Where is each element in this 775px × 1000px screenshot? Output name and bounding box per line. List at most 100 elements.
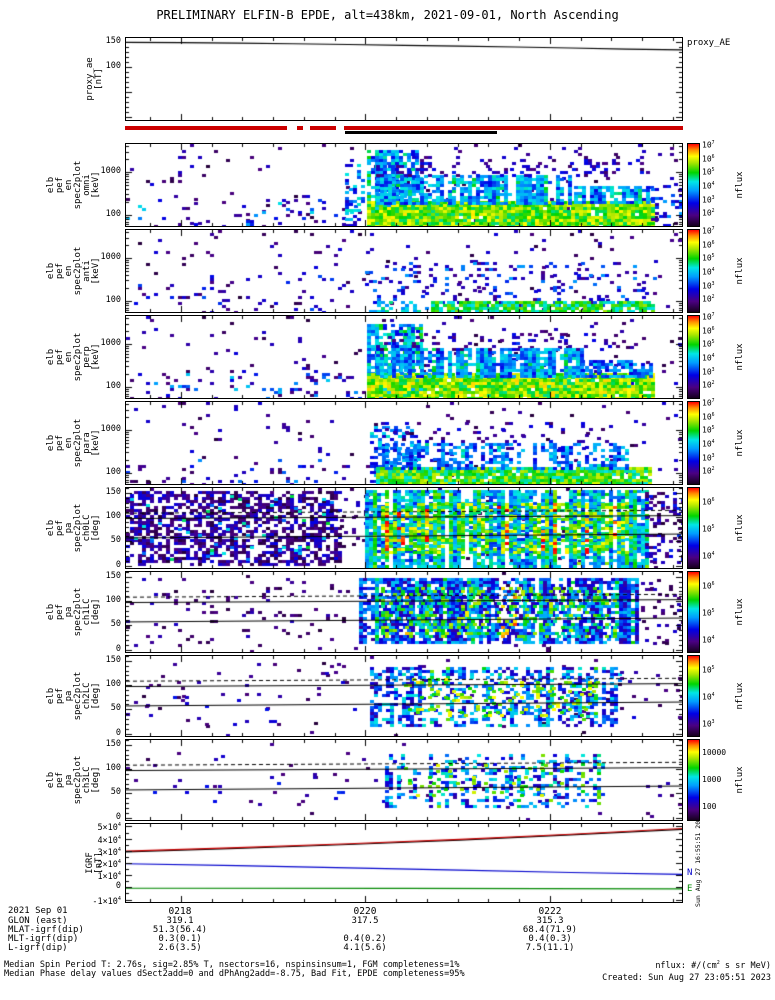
quality-bar-segment bbox=[296, 126, 303, 130]
y-axis-label-perp: elb pef en spec2plot perp [keV] bbox=[46, 332, 101, 382]
spectrogram-canvas-ch1LC bbox=[126, 572, 682, 652]
line-canvas-igrf bbox=[126, 824, 682, 902]
panel-ch3LC bbox=[125, 739, 683, 821]
y-tick-label: 100 bbox=[105, 511, 121, 522]
colorbar-tick-label: 102 bbox=[702, 380, 715, 390]
y-tick-label: 100 bbox=[105, 208, 121, 219]
y-axis-label-ch1LC: elb pef pa spec2plot ch1LC [deg] bbox=[46, 587, 101, 637]
colorbar-tick-label: 105 bbox=[702, 339, 715, 349]
y-tick-label: 1000 bbox=[100, 166, 121, 176]
y-tick-label: 50 bbox=[110, 703, 121, 714]
spectrogram-canvas-para bbox=[126, 402, 682, 484]
colorbar-title: nflux bbox=[735, 514, 745, 542]
y-axis-label-ch2LC: elb pef pa spec2plot ch2LC [deg] bbox=[46, 671, 101, 721]
row-label-mlt: MLT-igrf(dip) bbox=[8, 934, 79, 944]
y-tick-label: 100 bbox=[105, 294, 121, 305]
y-tick-label: 0 bbox=[115, 643, 121, 654]
y-tick-label: 150 bbox=[105, 654, 121, 665]
y-tick-label: 50 bbox=[110, 535, 121, 546]
colorbar-omni bbox=[687, 143, 700, 227]
y-tick-label: 150 bbox=[105, 738, 121, 749]
y-axis-label-ch0LC: elb pef pa spec2plot ch0LC [deg] bbox=[46, 503, 101, 553]
colorbar-tick-label: 104 bbox=[702, 353, 715, 363]
y-axis-label-ch3LC: elb pef pa spec2plot ch3LC [deg] bbox=[46, 755, 101, 805]
colorbar-tick-label: 106 bbox=[702, 497, 715, 507]
colorbar-tick-label: 102 bbox=[702, 294, 715, 304]
y-tick-label: 0 bbox=[115, 559, 121, 570]
colorbar-title: nflux bbox=[735, 598, 745, 626]
footer-line-2: Median Phase delay values dSect2add=0 an… bbox=[4, 969, 465, 979]
spectrogram-canvas-ch0LC bbox=[126, 488, 682, 568]
y-tick-label: 150 bbox=[105, 486, 121, 497]
y-tick-label: 100 bbox=[105, 60, 121, 71]
panel-ch1LC bbox=[125, 571, 683, 653]
colorbar-tick-label: 104 bbox=[702, 267, 715, 277]
colorbar-title: nflux bbox=[735, 343, 745, 371]
colorbar-tick-label: 104 bbox=[702, 635, 715, 645]
y-tick-label: 1×104 bbox=[97, 871, 121, 883]
colorbar-tick-label: 107 bbox=[702, 140, 715, 150]
line-canvas-proxy bbox=[126, 38, 682, 120]
colorbar-tick-label: 104 bbox=[702, 439, 715, 449]
series-label-N: N bbox=[687, 867, 693, 878]
colorbar-title: nflux bbox=[735, 171, 745, 199]
y-axis-label-proxy: proxy_ae [nT] bbox=[85, 57, 104, 101]
time-tick-label: 0222 bbox=[538, 906, 562, 917]
row-value: 319.1 bbox=[166, 916, 194, 926]
spectrogram-canvas-anti bbox=[126, 230, 682, 312]
row-value: 0.3(0.1) bbox=[158, 934, 202, 944]
colorbar-tick-label: 103 bbox=[702, 195, 715, 205]
colorbar-tick-label: 1000 bbox=[702, 775, 722, 784]
row-value: 2.6(3.5) bbox=[158, 943, 202, 953]
colorbar-tick-label: 106 bbox=[702, 154, 715, 164]
y-tick-label: 0 bbox=[115, 727, 121, 738]
colorbar-title: nflux bbox=[735, 257, 745, 285]
colorbar-tick-label: 106 bbox=[702, 326, 715, 336]
quality-bar-segment-dark bbox=[344, 131, 498, 134]
colorbar-tick-label: 103 bbox=[702, 719, 715, 729]
spectrogram-canvas-perp bbox=[126, 316, 682, 398]
colorbar-tick-label: 100 bbox=[702, 801, 717, 811]
y-axis-label-igrf: IGRF [nT] bbox=[85, 852, 104, 874]
colorbar-tick-label: 105 bbox=[702, 608, 715, 618]
panel-anti bbox=[125, 229, 683, 313]
time-tick-label: 0220 bbox=[353, 906, 377, 917]
colorbar-title: nflux bbox=[735, 682, 745, 710]
series-label-E: E bbox=[687, 884, 693, 895]
created-timestamp: Created: Sun Aug 27 23:05:51 2023 bbox=[602, 973, 771, 983]
colorbar-ch0LC bbox=[687, 487, 700, 569]
row-value: 315.3 bbox=[536, 916, 564, 926]
colorbar-tick-label: 102 bbox=[702, 208, 715, 218]
y-tick-label: 50 bbox=[110, 787, 121, 798]
spectrogram-canvas-omni bbox=[126, 144, 682, 226]
colorbar-ch2LC bbox=[687, 655, 700, 737]
colorbar-tick-label: 105 bbox=[702, 253, 715, 263]
colorbar-tick-label: 105 bbox=[702, 167, 715, 177]
series-label-proxy_AE: proxy_AE bbox=[687, 37, 731, 48]
panel-para bbox=[125, 401, 683, 485]
y-tick-label: 50 bbox=[110, 619, 121, 630]
colorbar-tick-label: 104 bbox=[702, 181, 715, 191]
colorbar-tick-label: 10000 bbox=[702, 748, 727, 758]
footer-line-1: Median Spin Period T: 2.76s, sig=2.85% T… bbox=[4, 960, 460, 970]
colorbar-tick-label: 103 bbox=[702, 367, 715, 377]
colorbar-ch3LC bbox=[687, 739, 700, 821]
row-value: 4.1(5.6) bbox=[343, 943, 387, 953]
y-tick-label: 5×104 bbox=[97, 822, 121, 834]
y-tick-label: 100 bbox=[105, 763, 121, 774]
y-tick-label: 100 bbox=[105, 679, 121, 690]
y-tick-label: 4×104 bbox=[97, 834, 121, 846]
y-tick-label: 150 bbox=[105, 35, 121, 46]
colorbar-title: nflux bbox=[735, 429, 745, 457]
colorbar-tick-label: 102 bbox=[702, 466, 715, 476]
colorbar-tick-label: 103 bbox=[702, 281, 715, 291]
y-tick-label: 1000 bbox=[100, 252, 121, 262]
colorbar-tick-label: 104 bbox=[702, 551, 715, 561]
row-label-l: L-igrf(dip) bbox=[8, 943, 68, 953]
panel-proxy bbox=[125, 37, 683, 121]
y-axis-label-omni: elb pef en spec2plot omni [keV] bbox=[46, 160, 101, 210]
spectrogram-canvas-ch3LC bbox=[126, 740, 682, 820]
colorbar-tick-label: 106 bbox=[702, 412, 715, 422]
colorbar-perp bbox=[687, 315, 700, 399]
